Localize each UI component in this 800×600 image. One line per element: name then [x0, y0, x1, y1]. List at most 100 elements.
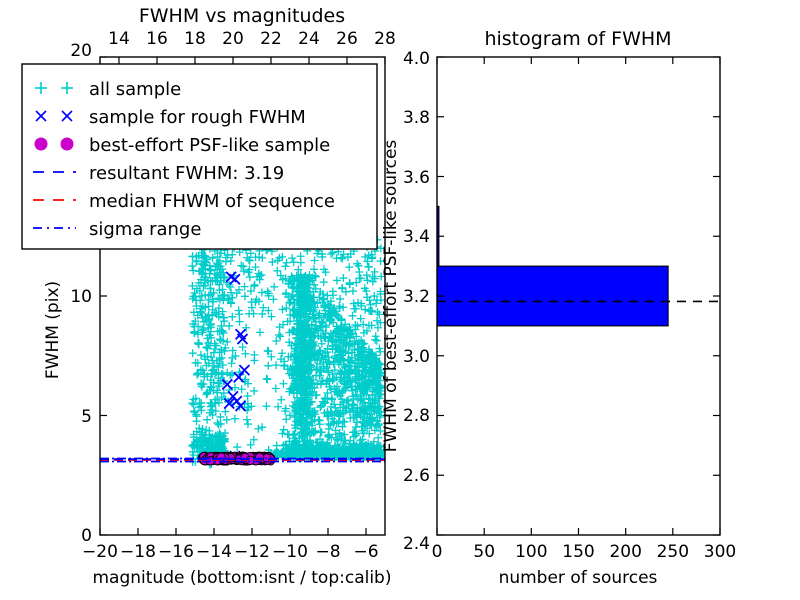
scatter-point-all-sample [337, 350, 346, 359]
scatter-point-all-sample [362, 271, 371, 280]
legend-item-median-fwhm[interactable]: median FHWM of sequence [33, 191, 335, 212]
scatter-point-all-sample [365, 296, 374, 305]
scatter-point-all-sample [215, 382, 224, 391]
x-tick-label: 50 [473, 542, 495, 562]
legend-item-psf-sample[interactable]: best-effort PSF-like sample [34, 135, 330, 156]
scatter-point-all-sample [349, 392, 358, 401]
scatter-point-all-sample [319, 358, 328, 367]
scatter-point-all-sample [370, 292, 379, 301]
scatter-point-all-sample [335, 302, 344, 311]
scatter-point-all-sample [206, 382, 215, 391]
scatter-point-all-sample [332, 344, 341, 353]
top-tick-label: 26 [336, 29, 358, 49]
scatter-point-all-sample [287, 441, 296, 450]
scatter-point-all-sample [374, 421, 383, 430]
scatter-point-all-sample [281, 262, 290, 271]
legend-item-sigma-range[interactable]: sigma range [33, 219, 201, 240]
scatter-point-all-sample [354, 261, 363, 270]
scatter-point-all-sample [199, 325, 208, 334]
scatter-point-all-sample [311, 321, 320, 330]
scatter-point-all-sample [373, 323, 382, 332]
scatter-point-all-sample [372, 336, 381, 345]
scatter-point-all-sample [305, 436, 314, 445]
scatter-point-all-sample [344, 377, 353, 386]
scatter-point-all-sample [365, 375, 374, 384]
top-tick-label: 24 [298, 29, 320, 49]
scatter-point-all-sample [208, 366, 217, 375]
scatter-point-all-sample [268, 258, 277, 267]
scatter-point-all-sample [249, 435, 258, 444]
legend-item-resultant-fwhm[interactable]: resultant FWHM: 3.19 [33, 163, 284, 184]
scatter-point-all-sample [329, 305, 338, 314]
scatter-point-all-sample [363, 257, 372, 266]
scatter-point-all-sample [311, 355, 320, 364]
scatter-point-all-sample [336, 323, 345, 332]
top-tick-label: 18 [184, 29, 206, 49]
scatter-point-all-sample [325, 443, 334, 452]
scatter-point-all-sample [310, 280, 319, 289]
scatter-point-all-sample [333, 435, 342, 444]
scatter-point-all-sample [332, 254, 341, 263]
scatter-point-all-sample [296, 317, 305, 326]
scatter-point-all-sample [194, 338, 203, 347]
scatter-point-all-sample [279, 379, 288, 388]
scatter-point-all-sample [306, 398, 315, 407]
scatter-point-all-sample [246, 287, 255, 296]
scatter-point-all-sample [317, 317, 326, 326]
scatter-point-all-sample [207, 383, 216, 392]
scatter-point-all-sample [375, 449, 384, 458]
scatter-point-all-sample [348, 400, 357, 409]
scatter-point-all-sample [373, 373, 382, 382]
scatter-point-all-sample [200, 251, 209, 260]
scatter-point-all-sample [364, 380, 373, 389]
scatter-point-all-sample [195, 399, 204, 408]
scatter-point-all-sample [307, 429, 316, 438]
scatter-point-all-sample [286, 352, 295, 361]
scatter-point-all-sample [281, 407, 290, 416]
top-tick-label: 20 [222, 29, 244, 49]
left-panel-x-tick-labels: −20 −18 −16 −14 −12 −10 −8 −6 [82, 542, 378, 562]
scatter-point-all-sample [216, 336, 225, 345]
y-tick-label: 2.6 [403, 466, 430, 486]
scatter-point-all-sample [278, 349, 287, 358]
scatter-point-rough-sample [221, 378, 233, 391]
scatter-point-all-sample [326, 301, 335, 310]
circle-icon [34, 137, 48, 151]
scatter-point-all-sample [276, 271, 285, 280]
legend-label: resultant FWHM: 3.19 [89, 163, 284, 184]
scatter-point-all-sample [276, 332, 285, 341]
scatter-point-all-sample [211, 308, 220, 317]
y-tick-label: 0 [81, 526, 92, 546]
legend-item-all-sample[interactable]: all sample [35, 79, 181, 100]
scatter-point-all-sample [191, 317, 200, 326]
x-tick-label: 250 [657, 542, 689, 562]
scatter-point-all-sample [192, 252, 201, 261]
legend[interactable]: all sample sample for rough FWHM best-ef… [21, 63, 378, 250]
scatter-point-all-sample [264, 361, 273, 370]
scatter-point-all-sample [255, 328, 264, 337]
x-tick-label: −14 [196, 542, 232, 562]
scatter-point-all-sample [351, 321, 360, 330]
scatter-point-all-sample [295, 400, 304, 409]
scatter-point-all-sample [218, 327, 227, 336]
scatter-point-all-sample [283, 365, 292, 374]
scatter-point-all-sample [308, 376, 317, 385]
scatter-point-all-sample [368, 349, 377, 358]
scatter-point-all-sample [189, 395, 198, 404]
x-tick-label: 0 [432, 542, 443, 562]
scatter-point-all-sample [313, 249, 322, 258]
scatter-point-all-sample [356, 314, 365, 323]
legend-item-rough-sample[interactable]: sample for rough FWHM [35, 107, 306, 128]
scatter-point-all-sample [258, 423, 267, 432]
scatter-point-all-sample [363, 424, 372, 433]
scatter-point-all-sample [357, 422, 366, 431]
scatter-point-all-sample [352, 385, 361, 394]
scatter-point-all-sample [188, 349, 197, 358]
scatter-point-all-sample [258, 309, 267, 318]
scatter-point-all-sample [336, 294, 345, 303]
scatter-point-all-sample [255, 275, 264, 284]
scatter-point-all-sample [305, 427, 314, 436]
scatter-point-all-sample [297, 428, 306, 437]
scatter-point-all-sample [203, 389, 212, 398]
scatter-point-all-sample [285, 328, 294, 337]
